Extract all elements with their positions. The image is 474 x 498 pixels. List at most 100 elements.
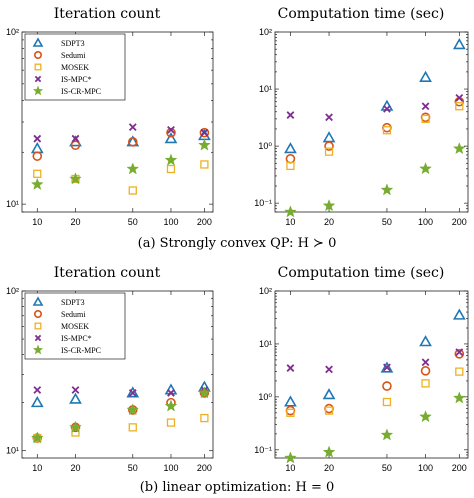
data-point-sdpt3 bbox=[322, 131, 336, 143]
data-point-is-cr-mpc bbox=[284, 205, 297, 218]
x-tick-label: 200 bbox=[452, 217, 467, 227]
data-point-sdpt3 bbox=[452, 308, 466, 320]
data-point-is-mpc- bbox=[421, 358, 430, 367]
data-point-is-cr-mpc bbox=[126, 162, 140, 175]
data-point-is-mpc- bbox=[325, 113, 333, 122]
data-point-is-mpc- bbox=[167, 125, 175, 134]
panel-b-left-title: Iteration count bbox=[54, 265, 161, 281]
legend-marker-sedumi bbox=[33, 50, 42, 59]
x-tick-label: 200 bbox=[197, 463, 212, 473]
data-point-sdpt3 bbox=[322, 388, 336, 400]
data-point-mosek bbox=[166, 164, 176, 174]
y-tick-label: 10² bbox=[259, 27, 272, 37]
y-tick-label: 10¹ bbox=[259, 339, 272, 349]
data-point-sdpt3 bbox=[284, 142, 297, 154]
panel-a-right-title: Computation time (sec) bbox=[278, 6, 445, 22]
data-point-mosek bbox=[324, 147, 334, 156]
data-point-sedumi bbox=[420, 112, 431, 123]
data-point-mosek bbox=[286, 161, 295, 171]
data-point-is-mpc- bbox=[383, 363, 391, 372]
data-point-sedumi bbox=[32, 151, 43, 161]
legend-label: SDPT3 bbox=[61, 39, 85, 48]
data-point-sdpt3 bbox=[164, 132, 178, 144]
x-tick-label: 10 bbox=[32, 463, 42, 473]
data-point-sedumi bbox=[420, 366, 431, 376]
data-point-is-cr-mpc bbox=[380, 183, 394, 196]
plot-frame bbox=[274, 290, 469, 459]
x-tick-label: 20 bbox=[324, 217, 334, 227]
data-point-is-mpc- bbox=[455, 94, 464, 102]
x-tick-label: 20 bbox=[70, 217, 80, 227]
data-point-is-mpc- bbox=[286, 111, 295, 119]
data-point-is-mpc- bbox=[128, 123, 137, 132]
x-tick-label: 100 bbox=[163, 217, 178, 227]
legend-marker-sdpt3 bbox=[32, 37, 44, 47]
data-point-sdpt3 bbox=[452, 38, 466, 50]
y-tick-label: 10⁰ bbox=[258, 141, 272, 151]
y-tick-label: 10² bbox=[6, 286, 19, 296]
y-tick-label: 10⁻¹ bbox=[254, 198, 272, 208]
legend-label: MOSEK bbox=[61, 63, 89, 72]
data-point-is-cr-mpc bbox=[30, 177, 44, 190]
data-point-sdpt3 bbox=[30, 396, 44, 408]
data-point-is-cr-mpc bbox=[419, 410, 432, 423]
data-point-sdpt3 bbox=[380, 361, 394, 373]
data-point-sedumi bbox=[127, 137, 138, 147]
data-point-sdpt3 bbox=[419, 335, 432, 347]
data-point-sedumi bbox=[382, 381, 392, 391]
legend-marker-is-cr-mpc bbox=[32, 85, 44, 96]
caption-b: (b) linear optimization: H = 0 bbox=[140, 480, 335, 495]
data-point-is-mpc- bbox=[325, 365, 333, 374]
data-point-sedumi bbox=[382, 122, 392, 133]
x-tick-label: 10 bbox=[32, 217, 42, 227]
plot-panel-2: 10¹ 10² 10 20 50 100 200 SDPT3 Sedumi MOSEK IS-MPC… bbox=[6, 286, 214, 473]
legend-label: IS-CR-MPC bbox=[61, 87, 101, 96]
x-tick-label: 50 bbox=[128, 463, 138, 473]
data-point-is-cr-mpc bbox=[69, 420, 82, 433]
data-point-is-cr-mpc bbox=[69, 172, 82, 185]
data-point-sedumi bbox=[324, 403, 334, 414]
data-point-is-cr-mpc bbox=[322, 199, 336, 212]
data-point-is-cr-mpc bbox=[380, 428, 394, 441]
y-tick-label: 10² bbox=[259, 286, 272, 296]
data-point-mosek bbox=[200, 160, 209, 169]
data-point-is-cr-mpc bbox=[164, 399, 178, 412]
x-tick-label: 20 bbox=[324, 463, 334, 473]
legend: SDPT3 Sedumi MOSEK IS-MPC* IS-CR-MPC bbox=[24, 292, 126, 360]
x-tick-label: 200 bbox=[452, 463, 467, 473]
data-point-sedumi bbox=[324, 141, 334, 151]
data-point-is-cr-mpc bbox=[30, 431, 44, 444]
data-point-is-mpc- bbox=[200, 128, 209, 137]
plot-frame bbox=[274, 31, 469, 213]
data-point-mosek bbox=[382, 397, 392, 407]
x-tick-label: 100 bbox=[163, 463, 178, 473]
data-point-is-cr-mpc bbox=[322, 445, 336, 458]
data-point-mosek bbox=[166, 418, 176, 427]
x-tick-label: 100 bbox=[418, 463, 433, 473]
legend-label: Sedumi bbox=[61, 51, 86, 60]
panel-b-right-title: Computation time (sec) bbox=[278, 265, 445, 281]
data-point-sdpt3 bbox=[30, 142, 44, 154]
x-tick-label: 100 bbox=[418, 217, 433, 227]
data-point-mosek bbox=[382, 126, 392, 135]
x-tick-label: 20 bbox=[70, 463, 80, 473]
data-point-mosek bbox=[324, 406, 334, 415]
x-tick-label: 200 bbox=[197, 217, 212, 227]
y-tick-label: 10¹ bbox=[6, 199, 19, 209]
data-point-mosek bbox=[421, 114, 430, 124]
x-tick-label: 50 bbox=[382, 463, 392, 473]
data-point-is-cr-mpc bbox=[198, 138, 211, 151]
plot-panel-0: 10¹ 10² 10 20 50 100 200 SDPT3 Sedumi MOSEK IS-MPC… bbox=[6, 27, 214, 227]
data-point-sedumi bbox=[199, 127, 210, 138]
panel-a-left-title: Iteration count bbox=[54, 6, 161, 22]
legend-marker-mosek bbox=[34, 63, 42, 71]
data-point-sedumi bbox=[285, 405, 296, 416]
data-point-is-mpc- bbox=[128, 389, 137, 397]
data-point-sedumi bbox=[454, 349, 465, 359]
data-point-is-mpc- bbox=[167, 389, 175, 397]
legend: SDPT3 Sedumi MOSEK IS-MPC* IS-CR-MPC bbox=[24, 33, 126, 101]
data-point-sedumi bbox=[285, 153, 296, 164]
data-point-is-mpc- bbox=[383, 104, 391, 113]
data-point-is-cr-mpc bbox=[164, 153, 178, 166]
legend-label: IS-CR-MPC bbox=[61, 346, 101, 355]
